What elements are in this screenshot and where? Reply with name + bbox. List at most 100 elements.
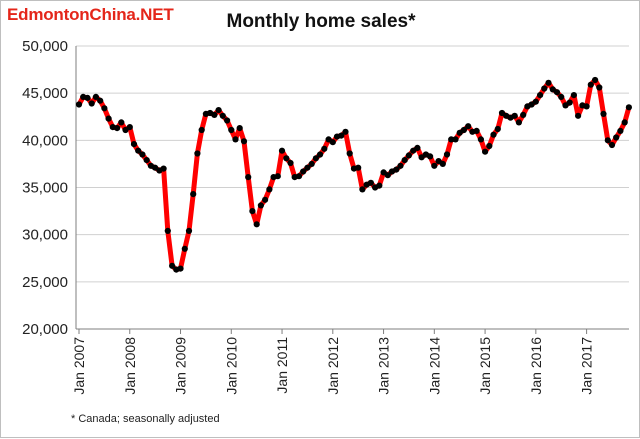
data-point [397, 162, 404, 169]
data-point [401, 157, 408, 164]
series-line [76, 77, 632, 273]
data-point [600, 110, 607, 117]
data-point [473, 127, 480, 134]
data-point [126, 124, 133, 131]
data-point [621, 119, 628, 126]
data-point [236, 125, 243, 132]
data-point [439, 160, 446, 167]
x-axis-tick-labels: Jan 2007 Jan 2008 Jan 2009 Jan 2010 Jan 2011… [71, 337, 595, 395]
data-point [482, 148, 489, 155]
data-point [75, 101, 83, 108]
data-point [583, 103, 590, 110]
x-tick-label: Jan 2012 [325, 337, 341, 395]
data-point [92, 93, 99, 100]
data-point [575, 112, 582, 119]
data-point [257, 202, 264, 209]
y-axis-tick-labels: 20,000 25,000 30,000 35,000 40,000 45,000 50,0… [22, 38, 68, 338]
y-tick-label: 30,000 [22, 227, 68, 244]
data-point [135, 147, 142, 154]
x-tick-label: Jan 2011 [274, 337, 290, 394]
data-point [278, 147, 286, 154]
axes [75, 46, 629, 334]
x-tick-label: Jan 2014 [426, 337, 442, 395]
data-point [384, 172, 391, 179]
data-point [553, 89, 561, 96]
data-point [198, 126, 205, 134]
data-point [245, 174, 252, 181]
data-point [329, 139, 336, 146]
x-tick-label: Jan 2008 [122, 337, 138, 395]
x-tick-label: Jan 2010 [223, 337, 239, 395]
data-point [558, 93, 565, 100]
data-point [359, 186, 366, 193]
x-tick-label: Jan 2016 [528, 337, 544, 395]
data-point [617, 127, 624, 134]
data-point [215, 107, 222, 114]
data-point [185, 227, 193, 234]
data-point [308, 160, 315, 167]
data-point [181, 245, 188, 252]
data-point [515, 119, 523, 126]
chart-title: Monthly home sales* [226, 11, 416, 32]
x-tick-label: Jan 2017 [579, 337, 595, 395]
watermark-logo: EdmontonChina.NET [7, 5, 174, 24]
data-point [143, 157, 150, 164]
data-point [604, 137, 611, 144]
data-point [592, 76, 599, 84]
data-point [431, 162, 438, 169]
y-tick-label: 50,000 [22, 38, 68, 55]
data-point [477, 136, 484, 143]
data-point [342, 128, 349, 135]
x-tick-label: Jan 2009 [173, 337, 189, 395]
data-point [300, 168, 307, 175]
data-point [448, 136, 455, 143]
data-point [414, 144, 421, 151]
data-point [228, 126, 235, 134]
data-point [367, 179, 374, 186]
data-point [443, 151, 451, 158]
data-point [608, 141, 616, 149]
x-tick-label: Jan 2007 [71, 337, 87, 395]
data-point [139, 151, 146, 158]
data-point [190, 191, 197, 198]
x-tick-label: Jan 2013 [376, 337, 392, 395]
data-point [427, 153, 434, 160]
data-point [520, 111, 527, 118]
data-point [274, 173, 281, 180]
data-point [486, 142, 493, 150]
data-point [346, 150, 353, 157]
data-point [393, 166, 400, 173]
data-point [511, 112, 518, 119]
data-point [232, 136, 239, 143]
data-point [465, 123, 472, 130]
data-point [114, 125, 121, 132]
data-point [596, 84, 603, 91]
data-point [304, 164, 311, 171]
data-point [219, 112, 226, 119]
data-point [101, 105, 108, 112]
data-point [537, 92, 544, 99]
data-point [376, 182, 383, 189]
y-tick-label: 45,000 [22, 85, 68, 102]
data-point [84, 94, 91, 101]
data-point [169, 262, 176, 269]
data-point [211, 111, 218, 118]
y-tick-label: 40,000 [22, 132, 68, 149]
data-point [494, 125, 501, 133]
data-point [287, 159, 294, 167]
data-point [532, 98, 539, 105]
y-tick-label: 25,000 [22, 274, 68, 291]
data-point [224, 117, 231, 124]
data-point [613, 134, 620, 141]
data-point [570, 92, 578, 99]
data-point [312, 155, 319, 162]
data-point [249, 208, 256, 215]
data-point [452, 136, 459, 143]
y-tick-label: 20,000 [22, 321, 68, 338]
footnote: * Canada; seasonally adjusted [71, 413, 220, 425]
data-point [88, 100, 95, 107]
data-point [405, 152, 412, 159]
data-point [118, 119, 125, 126]
data-point [253, 221, 260, 228]
data-point [545, 79, 552, 86]
